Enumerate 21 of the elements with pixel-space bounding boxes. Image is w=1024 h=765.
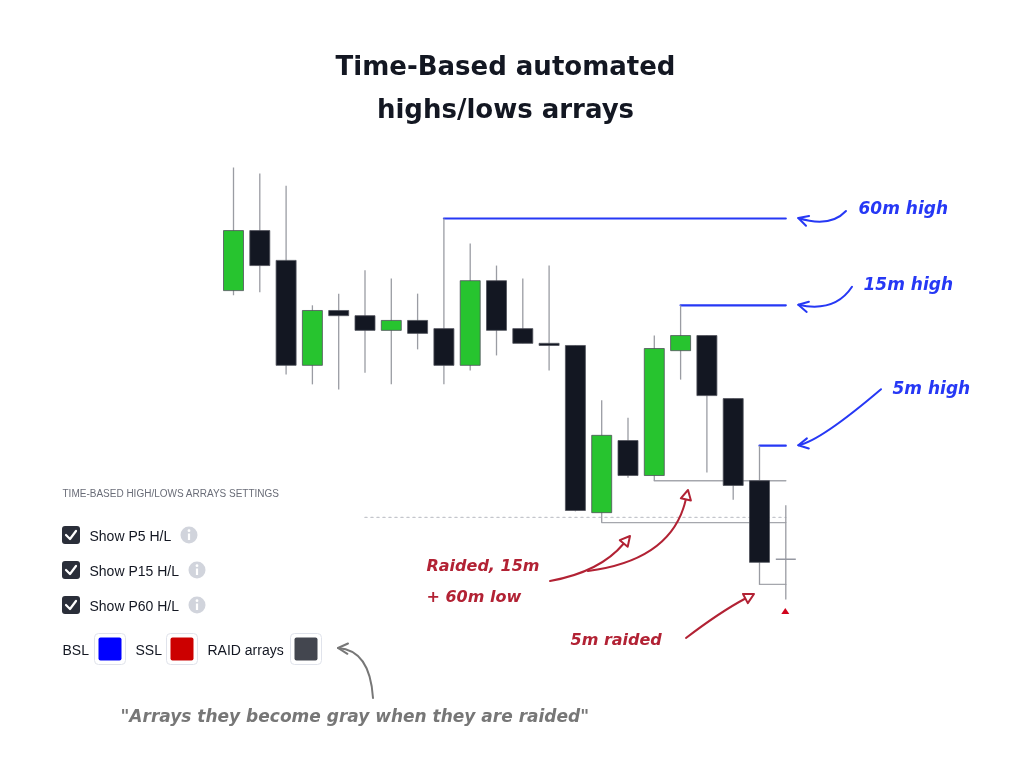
annotation: Raided, 15m + 60m low: [426, 556, 540, 606]
candlestick: [380, 277, 402, 386]
chart-title: Time-Based automated highs/lows arrays: [335, 50, 676, 124]
text: Show P5 H/L: [89, 527, 172, 544]
text: 5m raided: [570, 630, 663, 649]
text: RAID arrays: [207, 641, 284, 658]
text: Show P60 H/L: [89, 597, 180, 614]
candlestick: [354, 269, 376, 374]
text: Show P15 H/L: [89, 562, 180, 579]
candlestick: [407, 292, 428, 351]
text: 5m high: [892, 377, 971, 398]
candlestick: [328, 292, 350, 391]
candlestick: [512, 277, 534, 344]
text: "Arrays they become gray when they are raided": [120, 705, 590, 726]
annotation: TIME-BASED HIGH/LOWS ARRAYS SETTINGS: [62, 488, 280, 499]
text: SSL: [135, 641, 163, 658]
legend-label: 60m high: [858, 198, 948, 219]
text: BSL: [62, 641, 90, 658]
text: 15m high: [863, 274, 953, 295]
candlestick: [538, 264, 560, 372]
candlestick: [670, 304, 691, 381]
